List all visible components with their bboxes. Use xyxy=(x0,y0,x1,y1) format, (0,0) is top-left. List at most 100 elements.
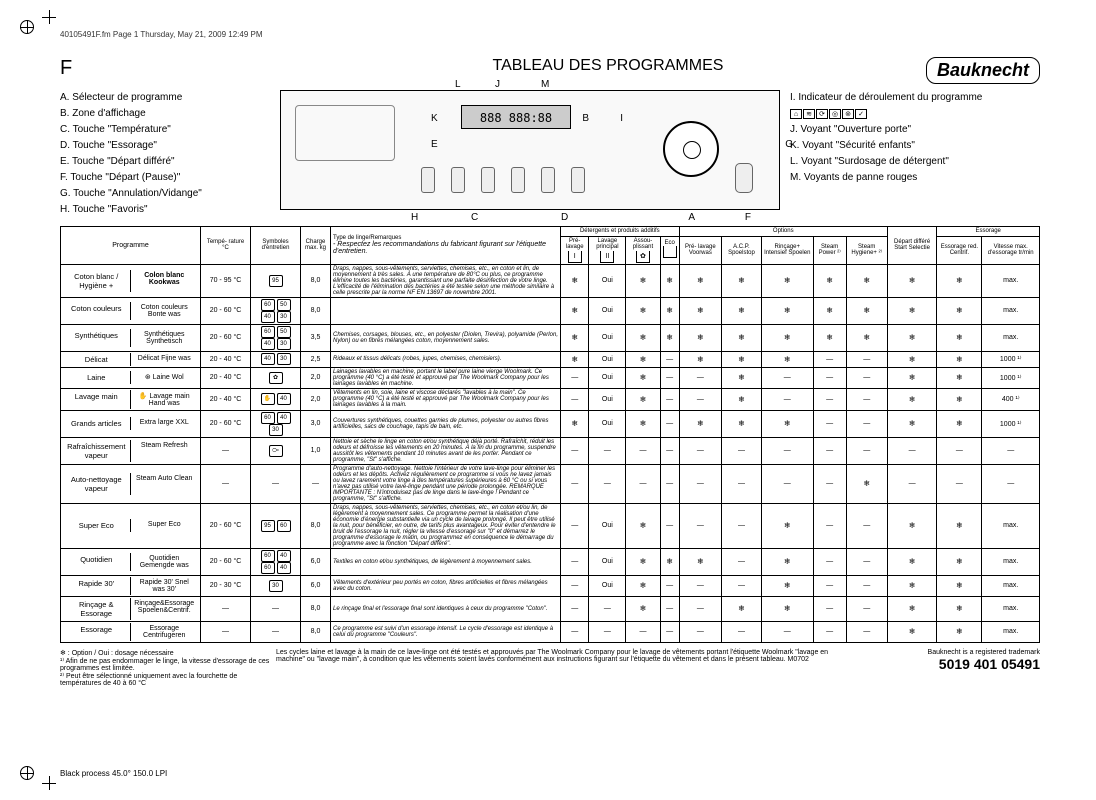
cell-programme: Laine⊛ Laine Wol xyxy=(61,367,201,388)
cell-ess xyxy=(937,351,982,367)
cell-opt xyxy=(813,367,846,388)
cell-ess: 1000 ¹⁾ xyxy=(982,351,1040,367)
cell-opt xyxy=(846,437,887,464)
cell-det xyxy=(561,388,589,410)
cell-opt xyxy=(761,596,813,621)
cell-ess: max. xyxy=(982,596,1040,621)
cell-dep xyxy=(887,548,937,575)
cell-det xyxy=(660,596,679,621)
cell-symbols: 60504030 xyxy=(251,297,301,324)
cell-opt xyxy=(846,367,887,388)
th-options: Options xyxy=(679,227,887,237)
th-symbols: Symboles d'entretien xyxy=(251,227,301,265)
cell-ess xyxy=(937,464,982,503)
cell-ess xyxy=(937,548,982,575)
cell-ess: max. xyxy=(982,503,1040,548)
cell-det xyxy=(660,437,679,464)
cell-opt xyxy=(722,503,762,548)
page: 40105491F.fm Page 1 Thursday, May 21, 20… xyxy=(60,30,1040,687)
cell-dep xyxy=(887,367,937,388)
cell-det: Oui xyxy=(589,548,626,575)
table-row: Grands articlesExtra large XXL20 - 60 °C… xyxy=(61,410,1040,437)
cell-ess: 400 ¹⁾ xyxy=(982,388,1040,410)
cell-ess xyxy=(937,575,982,596)
cell-ess xyxy=(937,297,982,324)
cell-symbols: 60504030 xyxy=(251,324,301,351)
table-row: Rapide 30'Rapide 30' Snel was 30'20 - 30… xyxy=(61,575,1040,596)
cell-opt xyxy=(761,621,813,642)
panel-label-a: A xyxy=(688,212,695,223)
cell-charge: 6,0 xyxy=(301,575,331,596)
cell-det xyxy=(626,388,660,410)
legend-item: D. Touche "Essorage" xyxy=(60,138,270,153)
cell-opt xyxy=(813,324,846,351)
cell-opt xyxy=(846,324,887,351)
cell-charge: 3,5 xyxy=(301,324,331,351)
cell-ess xyxy=(937,410,982,437)
cell-temp: 20 - 40 °C xyxy=(201,367,251,388)
cell-opt xyxy=(722,351,762,367)
cell-remarks: Ce programme est suivi d'un essorage int… xyxy=(331,621,561,642)
cell-charge: 6,0 xyxy=(301,548,331,575)
th-det-sub: Pré- lavageI xyxy=(561,236,589,264)
cell-dep xyxy=(887,596,937,621)
cell-det: Oui xyxy=(589,388,626,410)
cell-opt xyxy=(679,410,721,437)
cell-dep xyxy=(887,575,937,596)
cell-symbols: 9560 xyxy=(251,503,301,548)
cell-det xyxy=(626,264,660,297)
cell-opt xyxy=(679,548,721,575)
cell-remarks: Vêtements d'extérieur peu portés en coto… xyxy=(331,575,561,596)
cell-ess xyxy=(937,388,982,410)
cell-temp: 20 - 40 °C xyxy=(201,388,251,410)
cell-ess xyxy=(937,264,982,297)
cell-opt xyxy=(813,503,846,548)
th-opt-sub: Pré- lavage Voorwas xyxy=(679,236,721,264)
cell-ess: 1000 ¹⁾ xyxy=(982,367,1040,388)
cell-ess xyxy=(937,324,982,351)
legend-item: G. Touche "Annulation/Vidange" xyxy=(60,186,270,201)
cell-opt xyxy=(722,621,762,642)
cell-ess xyxy=(937,621,982,642)
cell-opt xyxy=(846,351,887,367)
th-det-sub: Eco xyxy=(660,236,679,264)
table-row: Auto-nettoyage vapeurSteam Auto Clean———… xyxy=(61,464,1040,503)
cell-opt xyxy=(761,367,813,388)
cell-det xyxy=(660,351,679,367)
cell-symbols: 4030 xyxy=(251,351,301,367)
cell-opt xyxy=(813,297,846,324)
cell-remarks xyxy=(331,297,561,324)
cell-det: Oui xyxy=(589,324,626,351)
cell-det xyxy=(626,548,660,575)
cell-det xyxy=(660,324,679,351)
legend-item: A. Sélecteur de programme xyxy=(60,90,270,105)
cell-opt xyxy=(722,388,762,410)
cell-opt xyxy=(761,388,813,410)
cell-charge: 8,0 xyxy=(301,621,331,642)
th-opt-sub: A.C.P. Spoelstop xyxy=(722,236,762,264)
table-row: Rinçage & EssorageRinçage&Essorage Spoel… xyxy=(61,596,1040,621)
panel-label-f: F xyxy=(745,212,751,223)
cell-remarks: Rideaux et tissus délicats (robes, jupes… xyxy=(331,351,561,367)
cell-opt xyxy=(813,264,846,297)
th-ess-sub: Essorage red. Centrif. xyxy=(937,236,982,264)
cell-temp: 20 - 40 °C xyxy=(201,351,251,367)
cell-det xyxy=(626,464,660,503)
footer-notes-mid: Les cycles laine et lavage à la main de … xyxy=(270,649,860,687)
cell-det xyxy=(660,410,679,437)
cell-det xyxy=(561,596,589,621)
table-row: Coton couleursCoton couleurs Bonte was20… xyxy=(61,297,1040,324)
th-opt-sub: Steam Power ²⁾ xyxy=(813,236,846,264)
cell-opt xyxy=(761,410,813,437)
cell-opt xyxy=(722,575,762,596)
legend-item: J. Voyant "Ouverture porte" xyxy=(790,122,1030,137)
footnote: ❄ : Option / Oui : dosage nécessaire xyxy=(60,649,270,657)
cell-charge: 2,0 xyxy=(301,367,331,388)
cell-remarks: Chemises, corsages, blouses, etc., en po… xyxy=(331,324,561,351)
cell-charge: 8,0 xyxy=(301,264,331,297)
cell-opt xyxy=(813,575,846,596)
cell-det xyxy=(626,503,660,548)
panel-label-i: I xyxy=(620,113,623,124)
table-row: Super EcoSuper Eco20 - 60 °C95608,0Draps… xyxy=(61,503,1040,548)
cell-ess: — xyxy=(982,437,1040,464)
